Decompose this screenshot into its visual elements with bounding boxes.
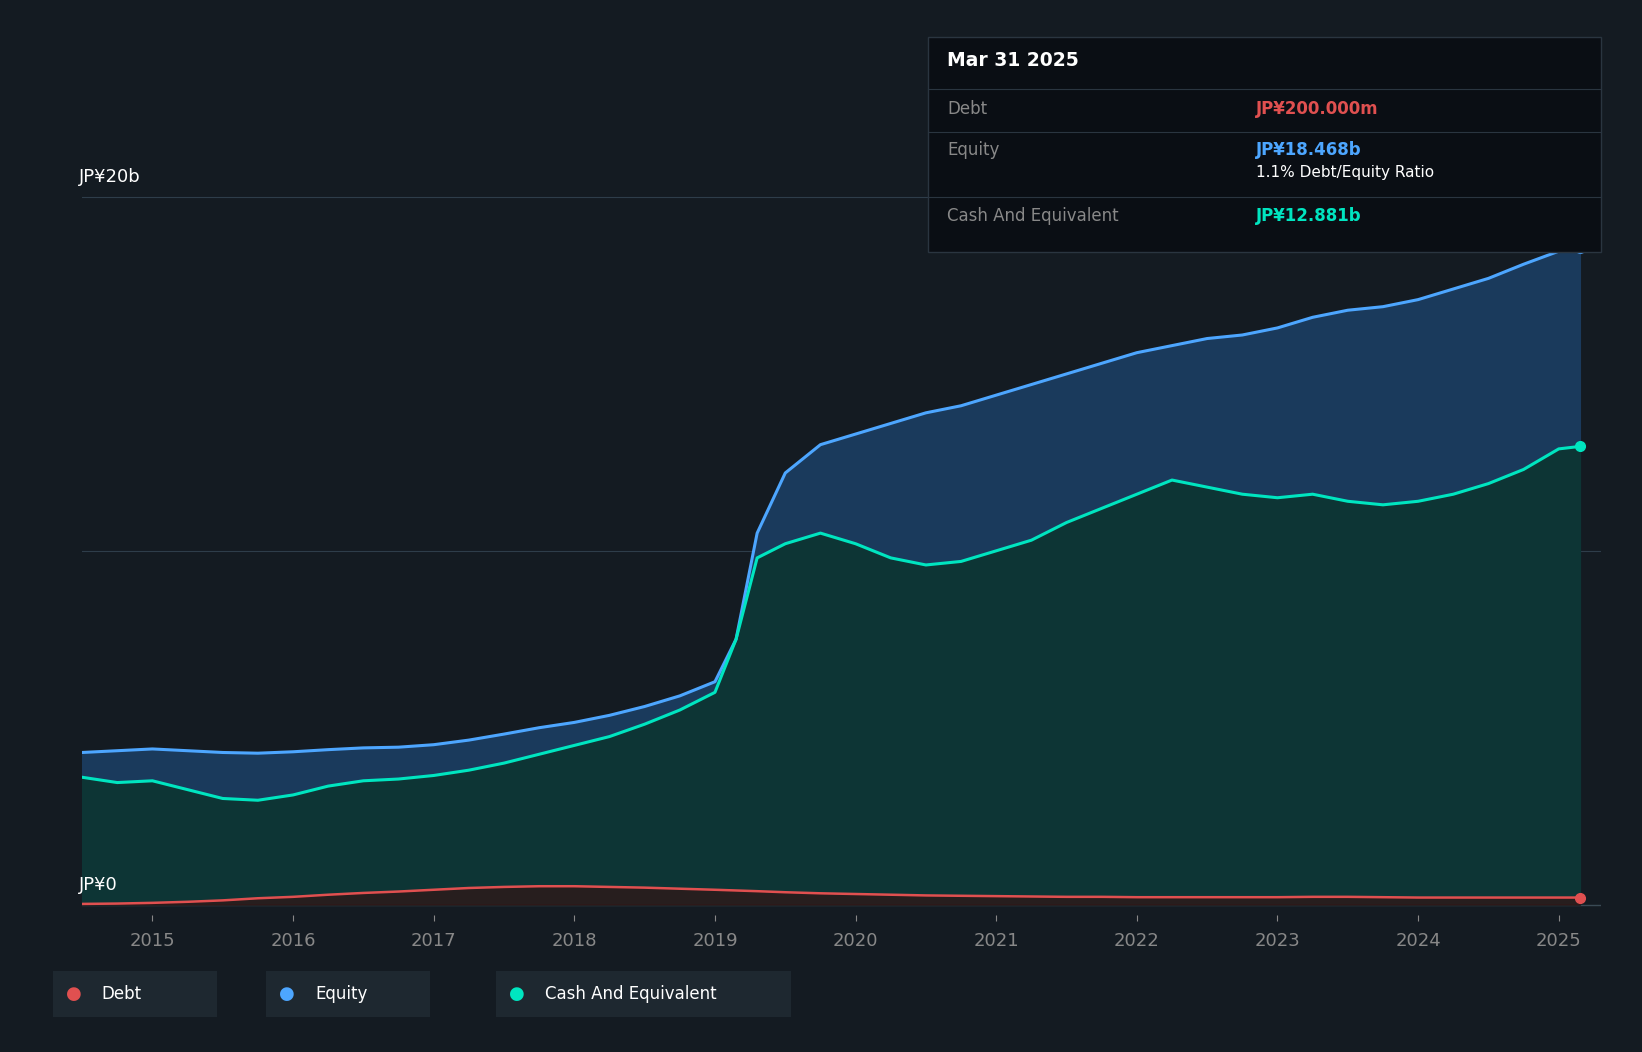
Text: Debt: Debt xyxy=(947,100,987,118)
Text: ●: ● xyxy=(509,985,525,1004)
Text: Equity: Equity xyxy=(315,985,368,1004)
Text: JP¥0: JP¥0 xyxy=(79,876,118,894)
Text: ●: ● xyxy=(279,985,296,1004)
Text: Cash And Equivalent: Cash And Equivalent xyxy=(947,207,1120,225)
Text: 1.1% Debt/Equity Ratio: 1.1% Debt/Equity Ratio xyxy=(1256,165,1433,180)
Text: Mar 31 2025: Mar 31 2025 xyxy=(947,52,1079,70)
Text: JP¥18.468b: JP¥18.468b xyxy=(1256,141,1361,159)
Text: Debt: Debt xyxy=(102,985,141,1004)
Text: ●: ● xyxy=(66,985,82,1004)
Text: JP¥20b: JP¥20b xyxy=(79,168,141,186)
Text: JP¥12.881b: JP¥12.881b xyxy=(1256,207,1361,225)
Text: Equity: Equity xyxy=(947,141,1000,159)
Text: JP¥200.000m: JP¥200.000m xyxy=(1256,100,1379,118)
Text: Cash And Equivalent: Cash And Equivalent xyxy=(545,985,718,1004)
